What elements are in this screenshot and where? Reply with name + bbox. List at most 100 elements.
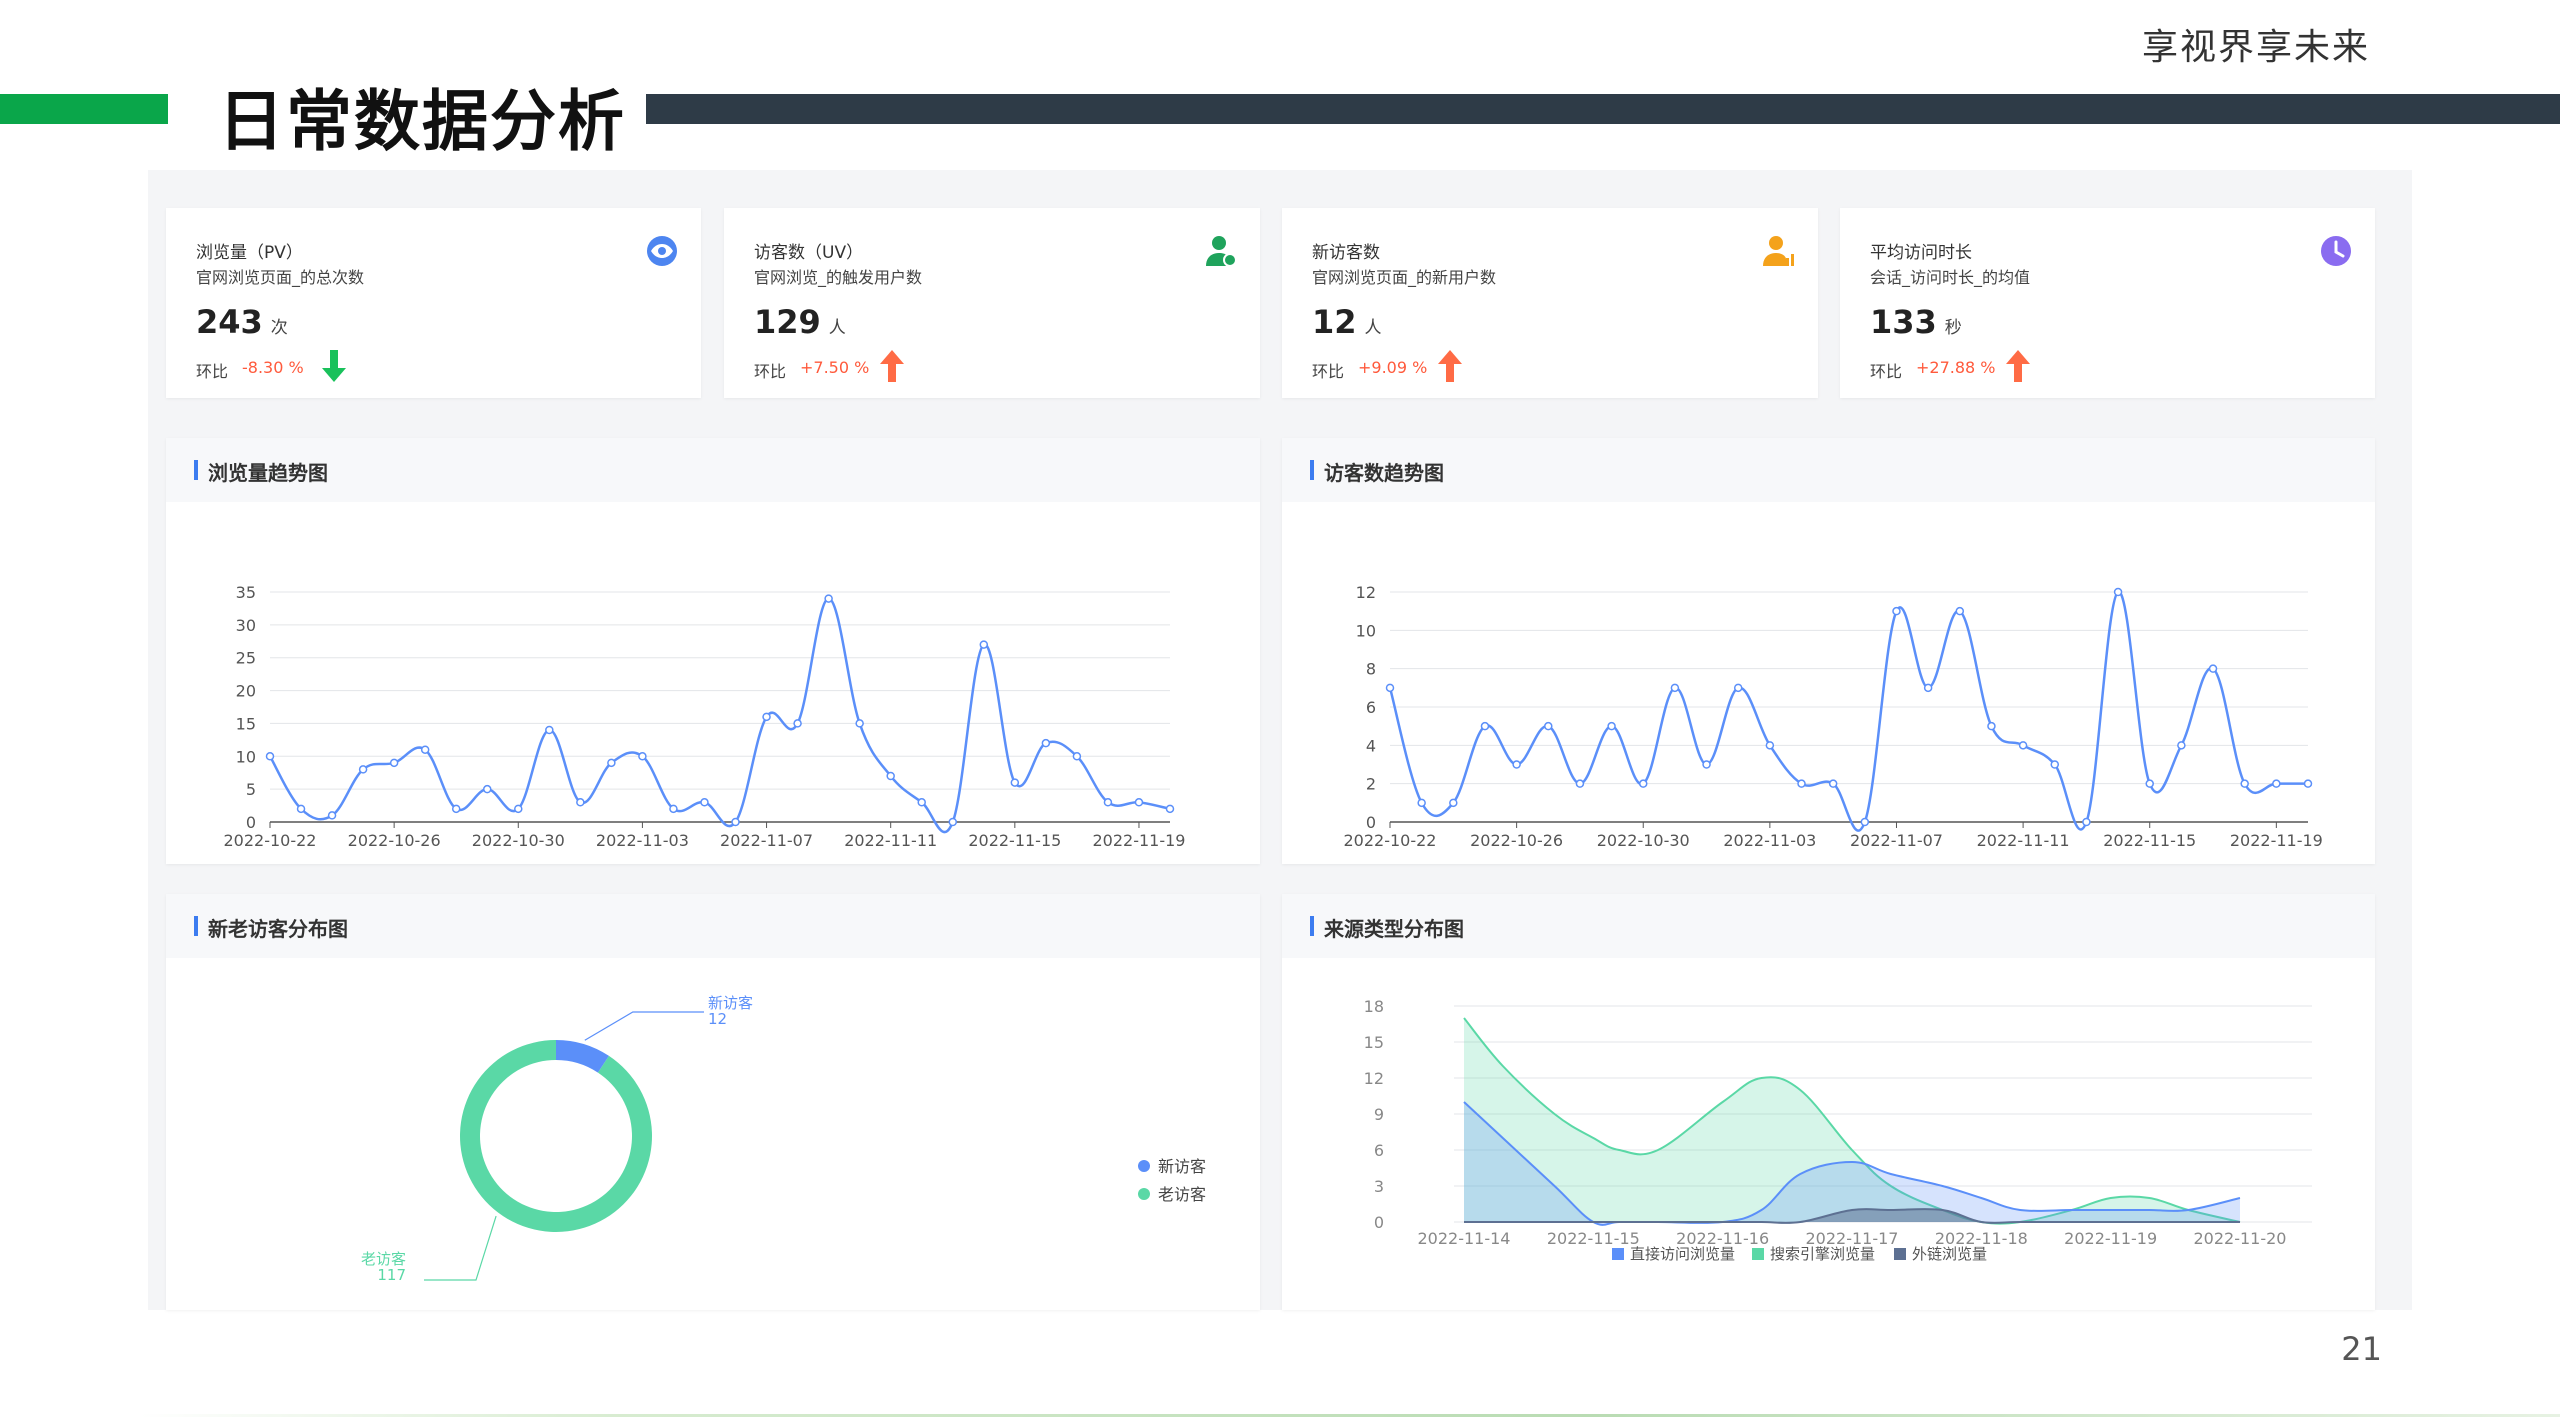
chart-title-marker <box>194 460 198 480</box>
data-point <box>2018 741 2028 750</box>
x-tick-label: 2022-11-11 <box>1977 831 2070 850</box>
kpi-card-new-visitors: 新访客数 官网浏览页面_的新用户数 12 人 环比 +9.09 % <box>1282 208 1818 398</box>
x-tick-label: 2022-10-22 <box>224 831 317 850</box>
data-point <box>762 712 771 722</box>
data-point <box>545 725 554 735</box>
y-tick-label: 12 <box>1356 583 1376 602</box>
data-point <box>638 752 647 761</box>
leader-line <box>424 1215 497 1281</box>
series-line <box>1464 1208 2240 1224</box>
kpi-title: 浏览量（PV） <box>196 243 303 263</box>
chart-card-pv-trend: 浏览量趋势图 0 5 10 15 20 25 30 35 2022-10-22 2022-10-2… <box>166 438 1260 864</box>
data-point <box>886 771 895 781</box>
x-tick-label: 2022-11-14 <box>1418 1229 1511 1248</box>
chart-title: 访客数趋势图 <box>1324 461 1444 485</box>
data-point <box>1860 817 1870 827</box>
kpi-value: 129 <box>754 303 821 341</box>
data-point <box>327 811 337 820</box>
y-tick-label: 15 <box>1364 1033 1384 1052</box>
data-point <box>2303 779 2313 788</box>
y-tick-label: 5 <box>246 780 256 799</box>
chart-title: 浏览量趋势图 <box>208 461 328 485</box>
y-tick-label: 10 <box>1356 621 1376 640</box>
dashboard-screenshot: 浏览量（PV） 官网浏览页面_的总次数 243 次 环比 -8.30 % 访客数（… <box>148 170 2412 1310</box>
data-point <box>1987 721 1996 731</box>
data-point <box>1797 779 1806 788</box>
page-number: 21 <box>2341 1330 2382 1368</box>
arrow-up-icon <box>880 350 904 382</box>
chart-header <box>1282 894 2375 958</box>
donut-slice <box>556 1040 609 1073</box>
accent-bar <box>0 94 168 124</box>
kpi-ratio-label: 环比 <box>754 362 787 381</box>
x-tick-label: 2022-11-16 <box>1676 1229 1769 1248</box>
kpi-ratio-label: 环比 <box>1312 362 1345 381</box>
x-tick-label: 2022-10-30 <box>472 831 565 850</box>
data-point <box>2177 741 2186 750</box>
y-tick-label: 4 <box>1366 736 1376 755</box>
kpi-unit: 次 <box>270 318 288 338</box>
kpi-unit: 人 <box>828 318 846 338</box>
kpi-value-wrap: 243 次 <box>196 303 288 341</box>
x-tick-label: 2022-10-26 <box>1470 831 1563 850</box>
data-point <box>700 798 709 807</box>
clock-icon <box>2321 236 2351 266</box>
new-user-icon <box>1763 236 1794 266</box>
kpi-title: 新访客数 <box>1312 243 1380 263</box>
kpi-value-wrap: 12 人 <box>1312 303 1382 341</box>
arrow-up-icon <box>1438 350 1462 382</box>
y-tick-label: 12 <box>1364 1069 1384 1088</box>
data-point <box>2208 664 2218 673</box>
data-point <box>1165 804 1175 814</box>
data-point <box>1733 683 1743 693</box>
legend-marker <box>1894 1248 1906 1260</box>
legend-marker <box>1138 1188 1150 1200</box>
data-point <box>1923 683 1933 693</box>
x-tick-label: 2022-11-20 <box>2194 1229 2287 1248</box>
chart-title-marker <box>1310 460 1314 480</box>
legend-marker <box>1138 1160 1150 1172</box>
kpi-value: 243 <box>196 303 263 341</box>
data-point <box>1575 779 1585 788</box>
y-tick-label: 2 <box>1366 775 1376 794</box>
kpi-unit: 秒 <box>1944 318 1962 338</box>
data-point <box>2240 779 2249 788</box>
y-tick-label: 10 <box>236 747 256 766</box>
kpi-value-wrap: 129 人 <box>754 303 846 341</box>
data-point <box>1828 779 1838 788</box>
x-tick-label: 2022-10-26 <box>348 831 441 850</box>
slice-label-name: 新访客 <box>708 994 753 1012</box>
y-tick-label: 8 <box>1366 660 1376 679</box>
data-point <box>482 784 492 794</box>
x-tick-label: 2022-11-03 <box>596 831 689 850</box>
slice-label-value: 12 <box>708 1010 727 1028</box>
leader-line <box>584 1011 704 1041</box>
kpi-ratio-label: 环比 <box>1870 362 1903 381</box>
chart-header <box>166 894 1260 958</box>
source-area-chart: 0 3 6 9 12 15 18 2022-11-14 2022-11-15 2022-11-16… <box>1364 997 2312 1263</box>
kpi-value: 12 <box>1312 303 1357 341</box>
chart-card-visitor-distribution: 新老访客分布图 新访客 12 老访客 117 新访客 老访客 <box>166 894 1260 1310</box>
data-point <box>917 798 926 807</box>
chart-card-uv-trend: 访客数趋势图 0 2 4 6 8 10 12 2022-10-22 2022-10-26 2022… <box>1282 438 2375 864</box>
data-point <box>1103 798 1113 807</box>
x-tick-label: 2022-11-19 <box>1092 831 1185 850</box>
legend-label: 老访客 <box>1158 1185 1206 1204</box>
x-tick-label: 2022-10-22 <box>1344 831 1437 850</box>
series-line <box>1388 590 2308 832</box>
data-point <box>1041 738 1051 748</box>
x-tick-label: 2022-11-15 <box>2103 831 2196 850</box>
data-point <box>1512 760 1521 769</box>
series-area <box>1464 1018 2240 1224</box>
kpi-value-wrap: 133 秒 <box>1870 303 1962 341</box>
legend-marker <box>1612 1248 1624 1260</box>
data-point <box>731 817 740 827</box>
x-tick-label: 2022-11-07 <box>1850 831 1943 850</box>
series-line <box>268 597 1171 834</box>
legend-label: 直接访问浏览量 <box>1630 1245 1735 1263</box>
data-point <box>2145 779 2154 788</box>
data-point <box>793 719 802 728</box>
legend-label: 搜索引擎浏览量 <box>1770 1245 1875 1263</box>
data-point <box>979 640 989 649</box>
chart-title: 来源类型分布图 <box>1324 917 1464 941</box>
